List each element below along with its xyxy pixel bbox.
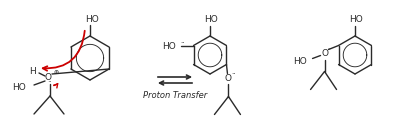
- Text: Proton Transfer: Proton Transfer: [143, 91, 207, 101]
- Text: HO: HO: [12, 84, 26, 92]
- Text: HO: HO: [85, 14, 99, 24]
- Text: ··: ··: [180, 40, 185, 46]
- Text: HO: HO: [349, 15, 363, 24]
- Text: HO: HO: [162, 42, 175, 51]
- Text: ··: ··: [231, 71, 236, 77]
- Text: H: H: [30, 67, 36, 75]
- Text: HO: HO: [293, 57, 307, 66]
- Text: O: O: [45, 73, 51, 83]
- Text: O: O: [225, 74, 232, 83]
- Text: ··: ··: [327, 46, 332, 53]
- Text: HO: HO: [204, 15, 218, 24]
- Text: ··: ··: [47, 78, 51, 87]
- Text: ⊕: ⊕: [53, 71, 59, 75]
- Text: O: O: [321, 49, 328, 58]
